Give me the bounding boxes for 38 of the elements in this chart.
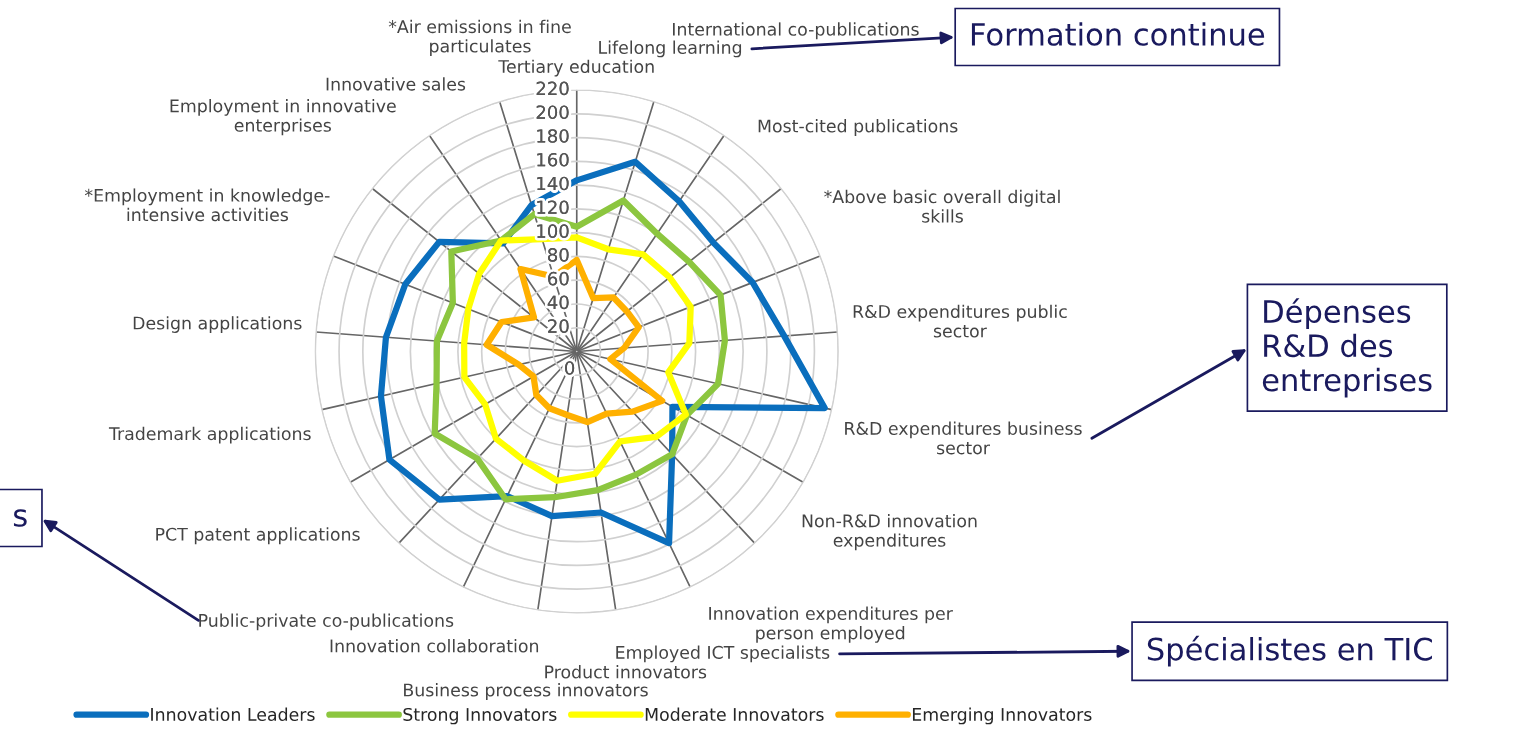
spoke-label: Public-private co-publications bbox=[199, 613, 454, 631]
text: Formation continue bbox=[971, 22, 1265, 46]
spoke-label: Tertiary education bbox=[498, 59, 654, 77]
y-tick-label: 200 bbox=[536, 105, 569, 120]
spoke-label: R&D expenditures public sector bbox=[853, 304, 1067, 338]
legend-label: Moderate Innovators bbox=[645, 707, 824, 722]
y-tick-label: 180 bbox=[537, 129, 569, 143]
y-tick-label: 220 bbox=[536, 81, 569, 96]
spoke-label: Innovation expenditures per person employed bbox=[709, 606, 953, 643]
spoke-label: Product innovators bbox=[545, 665, 707, 679]
spoke-label: International co-publications bbox=[673, 22, 919, 40]
spoke-label: Business process innovators bbox=[404, 683, 648, 700]
text: Dépenses R&D des entreprises bbox=[1262, 298, 1432, 398]
text: s bbox=[13, 509, 27, 527]
y-tick-label: 40 bbox=[547, 295, 569, 310]
spoke-label: Non-R&D innovation expenditures bbox=[802, 513, 977, 551]
spoke-label: Employment in innovative enterprises bbox=[170, 98, 396, 136]
y-tick-label: 120 bbox=[537, 200, 569, 215]
text: Spécialistes en TIC bbox=[1147, 635, 1432, 667]
spoke-label: Employed ICT specialists bbox=[616, 645, 830, 663]
legend-label: Emerging Innovators bbox=[912, 707, 1092, 725]
spoke-label: *Above basic overall digital skills bbox=[824, 189, 1060, 223]
spoke-label: Innovation collaboration bbox=[330, 639, 539, 653]
spoke-label: *Air emissions in fine particulates bbox=[388, 19, 571, 56]
spoke-label: Design applications bbox=[133, 316, 302, 333]
spoke-label: *Employment in knowledge- intensive activities bbox=[84, 188, 330, 222]
y-tick-label: 80 bbox=[548, 248, 569, 262]
legend-label: Strong Innovators bbox=[403, 707, 557, 725]
spoke-label: PCT patent applications bbox=[156, 527, 360, 545]
spoke-label: Trademark applications bbox=[108, 426, 311, 444]
spoke-label: Most-cited publications bbox=[758, 119, 958, 136]
y-tick-label: 160 bbox=[537, 152, 569, 167]
spoke-label: Lifelong learning bbox=[599, 40, 742, 58]
y-tick-label: 140 bbox=[537, 176, 569, 191]
y-tick-label: 60 bbox=[548, 271, 569, 286]
spoke-label: Innovative sales bbox=[326, 77, 466, 91]
spoke-label: R&D expenditures business sector bbox=[845, 421, 1082, 455]
legend-label: Innovation Leaders bbox=[151, 707, 315, 722]
